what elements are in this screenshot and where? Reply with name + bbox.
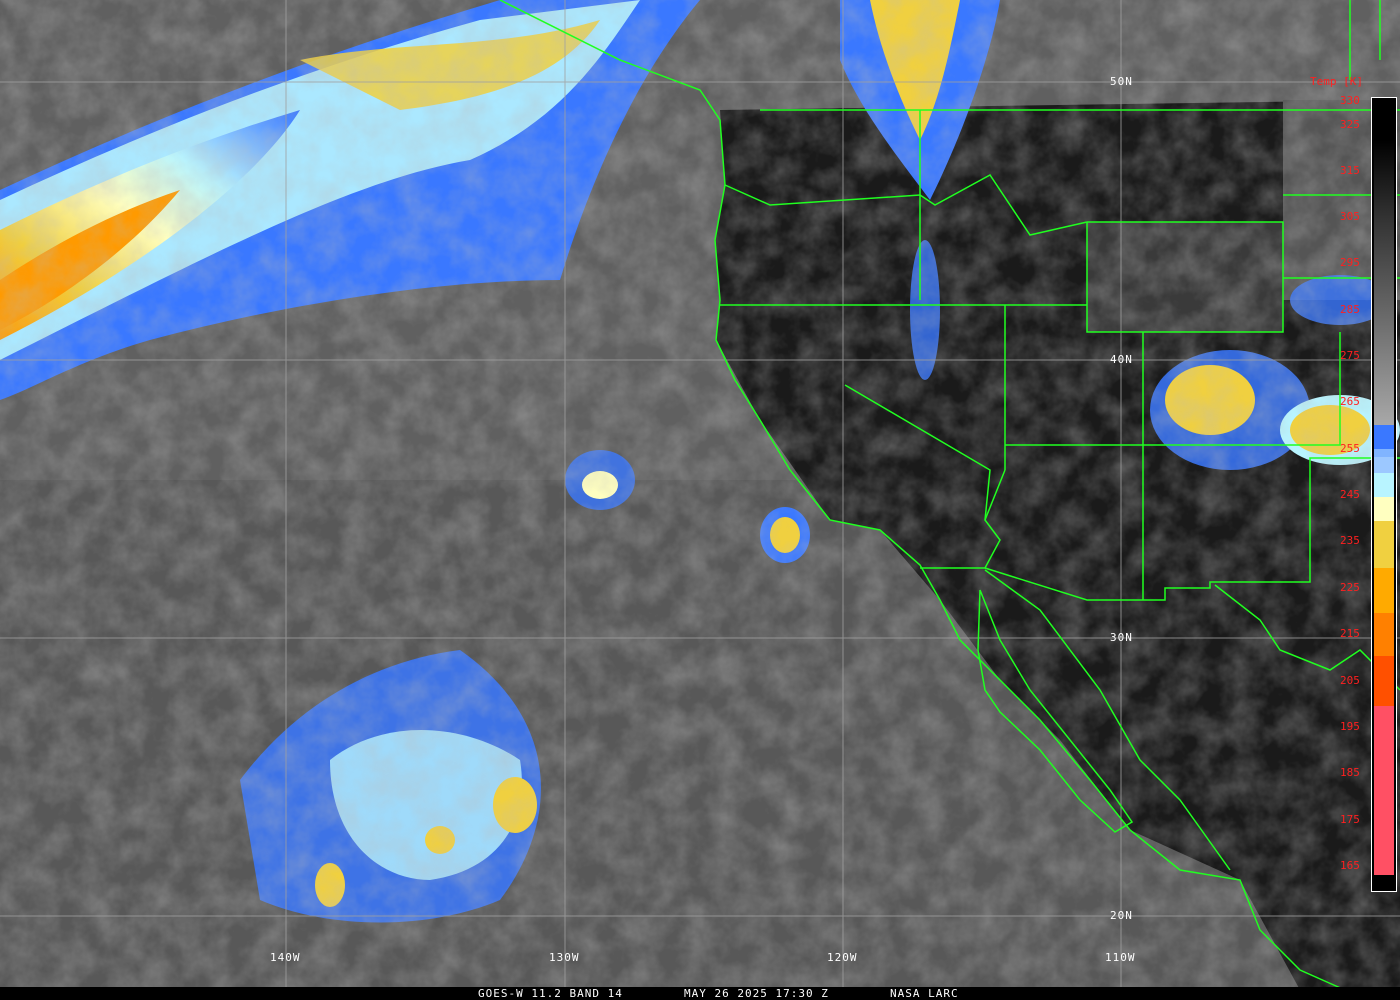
caption-source: NASA LARC (890, 987, 959, 1000)
image-caption: GOES-W 11.2 BAND 14 MAY 26 2025 17:30 Z … (0, 987, 1400, 1000)
lon-label-110w: 110W (1105, 951, 1136, 964)
lat-label-20n: 20N (1110, 909, 1133, 922)
colorbar-tick-label: 330 (1340, 94, 1360, 107)
lat-label-40n: 40N (1110, 353, 1133, 366)
colorbar-tick-label: 305 (1340, 210, 1360, 223)
colorbar-tick-label: 275 (1340, 349, 1360, 362)
lat-label-30n: 30N (1110, 631, 1133, 644)
colorbar-tick-label: 215 (1340, 627, 1360, 640)
lon-label-140w: 140W (270, 951, 301, 964)
caption-datetime: MAY 26 2025 17:30 Z (684, 987, 829, 1000)
colorbar-tick-label: 175 (1340, 813, 1360, 826)
caption-satellite: GOES-W 11.2 BAND 14 (478, 987, 623, 1000)
colorbar-tick-label: 285 (1340, 303, 1360, 316)
colorbar-tick-label: 205 (1340, 674, 1360, 687)
colorbar-tick-label: 245 (1340, 488, 1360, 501)
lat-label-50n: 50N (1110, 75, 1133, 88)
lon-label-120w: 120W (827, 951, 858, 964)
colorbar-tick-label: 325 (1340, 118, 1360, 131)
colorbar-tick-label: 265 (1340, 395, 1360, 408)
colorbar-tick-label: 165 (1340, 859, 1360, 872)
colorbar-title: Temp [K] (1310, 75, 1363, 88)
colorbar-tick-label: 195 (1340, 720, 1360, 733)
temperature-colorbar (1371, 97, 1397, 892)
colorbar-tick-label: 295 (1340, 256, 1360, 269)
colorbar-tick-label: 185 (1340, 766, 1360, 779)
colorbar-tick-label: 315 (1340, 164, 1360, 177)
colorbar-tick-label: 255 (1340, 442, 1360, 455)
colorbar-tick-label: 235 (1340, 534, 1360, 547)
boundaries (499, 0, 1400, 991)
colorbar-tick-label: 225 (1340, 581, 1360, 594)
lon-label-130w: 130W (549, 951, 580, 964)
